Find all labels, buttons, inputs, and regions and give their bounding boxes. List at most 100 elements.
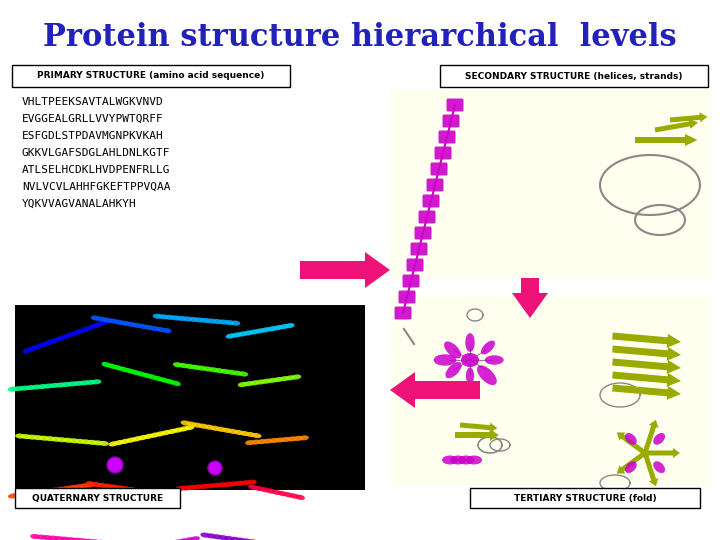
Ellipse shape xyxy=(79,380,89,386)
Ellipse shape xyxy=(208,461,222,475)
FancyArrow shape xyxy=(612,384,681,400)
Ellipse shape xyxy=(51,437,61,442)
Ellipse shape xyxy=(191,364,201,370)
Ellipse shape xyxy=(91,379,102,384)
Ellipse shape xyxy=(73,484,84,489)
Ellipse shape xyxy=(226,370,236,375)
Bar xyxy=(12,65,290,87)
Ellipse shape xyxy=(60,537,70,540)
Ellipse shape xyxy=(78,538,88,540)
Ellipse shape xyxy=(37,489,48,494)
Ellipse shape xyxy=(285,375,295,380)
Ellipse shape xyxy=(144,325,154,330)
Ellipse shape xyxy=(178,538,188,540)
Ellipse shape xyxy=(68,331,78,337)
Ellipse shape xyxy=(91,323,100,329)
Ellipse shape xyxy=(240,431,250,436)
Ellipse shape xyxy=(187,485,197,490)
Ellipse shape xyxy=(230,321,240,326)
Ellipse shape xyxy=(127,487,137,492)
Ellipse shape xyxy=(204,424,214,430)
Ellipse shape xyxy=(215,368,225,373)
Ellipse shape xyxy=(171,381,181,386)
Ellipse shape xyxy=(48,536,58,540)
Ellipse shape xyxy=(293,436,303,441)
Ellipse shape xyxy=(232,333,241,338)
Ellipse shape xyxy=(194,318,204,322)
Ellipse shape xyxy=(103,484,113,489)
Ellipse shape xyxy=(138,324,148,329)
Ellipse shape xyxy=(210,426,220,431)
Ellipse shape xyxy=(212,534,222,539)
Ellipse shape xyxy=(199,484,209,489)
Ellipse shape xyxy=(36,535,46,539)
Ellipse shape xyxy=(109,441,118,447)
Ellipse shape xyxy=(93,440,103,445)
FancyArrow shape xyxy=(390,372,480,408)
Ellipse shape xyxy=(274,377,284,382)
Ellipse shape xyxy=(130,370,140,375)
Ellipse shape xyxy=(61,382,71,387)
Ellipse shape xyxy=(477,366,497,385)
Text: QUATERNARY STRUCTURE: QUATERNARY STRUCTURE xyxy=(32,494,163,503)
Ellipse shape xyxy=(243,330,253,335)
Text: TERTIARY STRUCTURE (fold): TERTIARY STRUCTURE (fold) xyxy=(513,494,657,503)
FancyArrow shape xyxy=(460,422,498,433)
Ellipse shape xyxy=(73,381,84,386)
FancyArrow shape xyxy=(670,112,707,123)
Ellipse shape xyxy=(166,379,175,384)
Ellipse shape xyxy=(212,319,222,324)
Ellipse shape xyxy=(120,438,130,444)
Ellipse shape xyxy=(145,490,155,495)
Ellipse shape xyxy=(281,437,291,442)
FancyArrow shape xyxy=(635,134,698,146)
Ellipse shape xyxy=(20,492,30,497)
Ellipse shape xyxy=(238,372,248,376)
Ellipse shape xyxy=(139,489,149,494)
FancyBboxPatch shape xyxy=(426,179,444,192)
Ellipse shape xyxy=(32,384,42,389)
Ellipse shape xyxy=(75,439,85,444)
Ellipse shape xyxy=(279,376,289,381)
Ellipse shape xyxy=(244,381,253,386)
Ellipse shape xyxy=(246,432,256,437)
Text: ATLSELHCDKLHVDPENFRLLG: ATLSELHCDKLHVDPENFRLLG xyxy=(22,165,171,175)
Ellipse shape xyxy=(96,316,107,322)
Ellipse shape xyxy=(211,483,221,488)
Ellipse shape xyxy=(245,440,255,445)
Ellipse shape xyxy=(51,337,60,343)
Ellipse shape xyxy=(55,487,66,492)
Ellipse shape xyxy=(150,490,161,496)
Ellipse shape xyxy=(261,327,271,333)
Ellipse shape xyxy=(181,421,191,426)
Ellipse shape xyxy=(54,536,64,540)
Ellipse shape xyxy=(230,537,240,540)
Ellipse shape xyxy=(175,486,185,491)
Ellipse shape xyxy=(299,435,309,441)
Ellipse shape xyxy=(102,319,112,325)
FancyArrow shape xyxy=(654,119,698,132)
Ellipse shape xyxy=(121,486,131,491)
Ellipse shape xyxy=(199,423,208,429)
Ellipse shape xyxy=(209,367,218,373)
Ellipse shape xyxy=(185,364,194,369)
Ellipse shape xyxy=(256,380,266,384)
Ellipse shape xyxy=(8,494,18,498)
FancyBboxPatch shape xyxy=(446,98,464,111)
Ellipse shape xyxy=(179,363,189,368)
Ellipse shape xyxy=(29,346,38,351)
Ellipse shape xyxy=(200,532,210,538)
Ellipse shape xyxy=(159,377,169,383)
Ellipse shape xyxy=(248,539,258,540)
Bar xyxy=(390,295,710,485)
Ellipse shape xyxy=(184,537,194,540)
Ellipse shape xyxy=(229,481,239,487)
Ellipse shape xyxy=(126,322,136,327)
Ellipse shape xyxy=(43,383,53,389)
Ellipse shape xyxy=(158,314,168,319)
Ellipse shape xyxy=(193,484,203,489)
Ellipse shape xyxy=(207,319,217,323)
Ellipse shape xyxy=(233,370,242,376)
Ellipse shape xyxy=(30,534,40,539)
Ellipse shape xyxy=(433,354,456,366)
